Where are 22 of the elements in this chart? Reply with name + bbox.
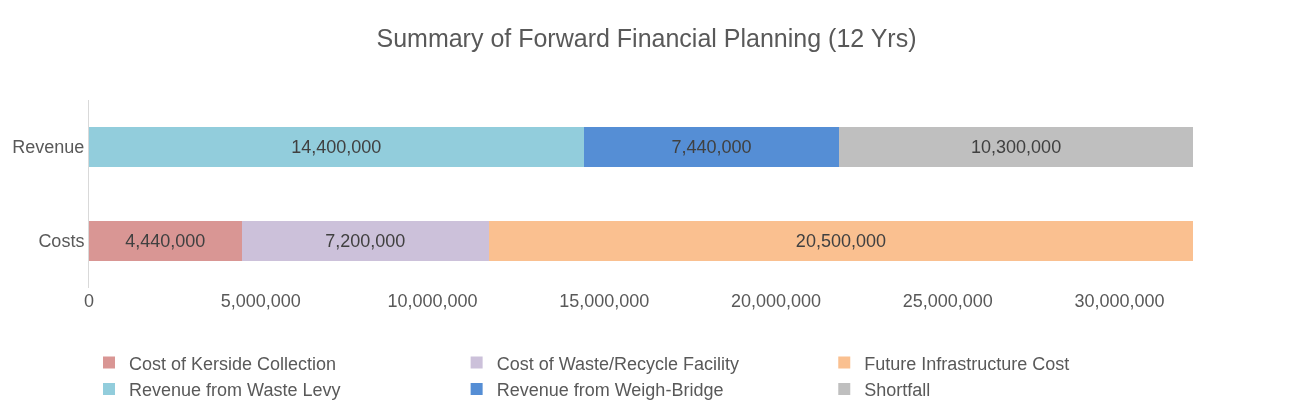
legend-label: Cost of Waste/Recycle Facility [496,353,740,374]
legend-label: Revenue from Waste Levy [129,380,341,401]
x-tick-label: 25,000,000 [902,291,993,311]
data-label: 4,440,000 [125,231,206,251]
x-tick-label: 20,000,000 [730,291,822,311]
chart-title: Summary of Forward Financial Planning (12 Yrs) [376,23,917,52]
data-label: 7,440,000 [671,137,752,157]
y-tick-label: Revenue [12,137,85,158]
data-label: 20,500,000 [795,231,886,251]
data-label: 7,200,000 [325,231,406,251]
legend-label: Shortfall [864,380,931,401]
x-tick-label: 10,000,000 [387,291,478,311]
x-tick-label: 5,000,000 [220,291,301,311]
x-tick-label: 30,000,000 [1074,291,1165,311]
legend-label: Revenue from Weigh-Bridge [496,380,724,401]
data-label: 14,400,000 [291,137,382,157]
legend-label: Future Infrastructure Cost [864,353,1070,374]
y-tick-label: Costs [38,231,85,252]
legend-label: Cost of Kerside Collection [129,353,337,374]
x-tick-label: 0 [83,291,95,311]
data-label: 10,300,000 [971,137,1062,157]
x-tick-label: 15,000,000 [559,291,650,311]
